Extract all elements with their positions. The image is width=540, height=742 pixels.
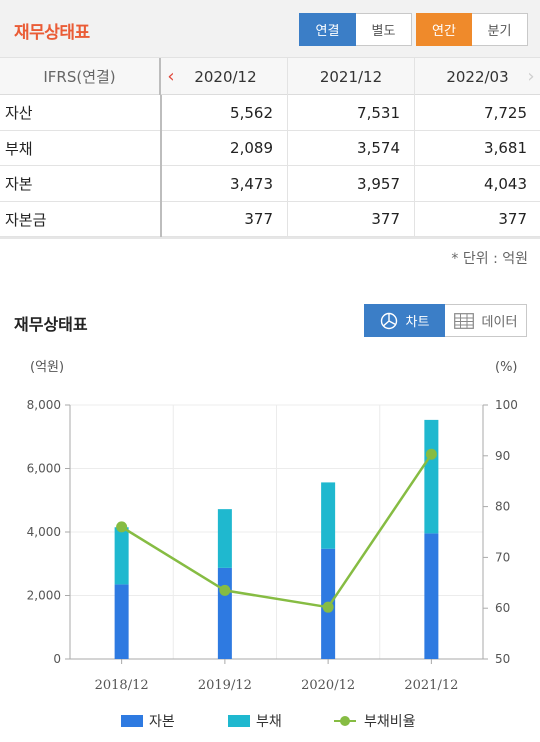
legend-label: 자본: [149, 714, 175, 730]
legend-swatch-liabilities: [228, 715, 250, 727]
legend-swatch-debt-ratio: [334, 715, 356, 727]
table-cell: 7,531: [288, 95, 415, 130]
column-divider: [160, 201, 162, 238]
right-axis-tick-label: 90: [495, 449, 510, 463]
pie-chart-icon: [380, 312, 398, 330]
column-header: 2020/12: [162, 58, 288, 95]
legend-item-debt-ratio[interactable]: 부채비율: [334, 711, 416, 731]
column-header: 2021/12: [288, 58, 415, 95]
left-axis-tick-label: 8,000: [27, 398, 61, 412]
table-cell: 377: [498, 210, 527, 228]
basis-toggle: 연결 별도: [299, 13, 412, 46]
page-title: 재무상태표: [14, 23, 90, 43]
left-axis-tick-label: 6,000: [27, 462, 61, 476]
table-row: 자본금 377 377 377: [0, 201, 540, 238]
table-cell: 3,681: [484, 139, 527, 157]
row-label: 자산: [5, 104, 33, 122]
table-cell: 2,089: [162, 130, 288, 166]
table-bottom-border: [0, 237, 540, 239]
legend-item-equity[interactable]: 자본: [121, 711, 175, 731]
row-label: 부채: [5, 139, 33, 158]
legend-label: 부채: [256, 714, 282, 730]
balance-sheet-chart: 0 2,000 4,000 6,000 8,000 50 60 70 80 90 100 (억원) (%…: [0, 350, 540, 742]
right-axis-tick-label: 70: [495, 550, 510, 564]
right-axis-tick-label: 100: [495, 398, 518, 412]
debt-ratio-point: [219, 584, 231, 596]
table-cell: 3,957: [288, 166, 415, 201]
legend-item-liabilities[interactable]: 부채: [228, 711, 282, 731]
chart-view-button[interactable]: 차트: [364, 304, 445, 337]
table-row: 자본 3,473 3,957 4,043: [0, 166, 540, 202]
legend-label: 부채비율: [364, 714, 416, 730]
row-label: 자본금: [5, 210, 47, 229]
debt-ratio-point: [322, 601, 334, 613]
column-header: 2022/03: [446, 67, 509, 86]
left-axis-tick-label: 0: [53, 652, 61, 666]
prev-period-arrow-icon[interactable]: ‹: [167, 66, 175, 87]
chart-canvas: 0 2,000 4,000 6,000 8,000 50 60 70 80 90 100 (억원) (%…: [27, 360, 518, 693]
chart-section-title: 재무상태표: [14, 315, 88, 334]
row-label: 자본: [5, 175, 33, 193]
left-axis-tick-label: 4,000: [27, 525, 61, 539]
table-cell: 3,473: [162, 166, 288, 201]
chart-view-label: 차트: [405, 315, 430, 330]
debt-ratio-point: [425, 448, 437, 460]
right-axis-unit: (%): [495, 360, 518, 375]
period-toggle: 연간 분기: [416, 13, 528, 46]
separate-button[interactable]: 별도: [356, 13, 412, 46]
debt-ratio-line: [120, 453, 433, 609]
bar-equity: [217, 567, 232, 659]
data-view-button[interactable]: 데이터: [445, 304, 527, 337]
column-divider: [160, 130, 162, 167]
ifrs-header: IFRS(연결): [0, 58, 161, 95]
right-axis-tick-label: 60: [495, 601, 510, 615]
table-cell: 377: [162, 201, 288, 237]
data-view-label: 데이터: [481, 315, 518, 330]
table-row: 자산 5,562 7,531 7,725: [0, 95, 540, 131]
x-axis-tick-label: 2020/12: [301, 678, 355, 693]
table-row: 부채 2,089 3,574 3,681: [0, 130, 540, 167]
column-divider: [160, 95, 162, 131]
bar-liabilities: [321, 482, 336, 549]
left-axis-tick-label: 2,000: [27, 589, 61, 603]
financial-table: IFRS(연결) 2020/12 2021/12 2022/03 ‹ › 자산 …: [0, 58, 540, 238]
annual-button[interactable]: 연간: [416, 13, 472, 46]
debt-ratio-point: [116, 521, 128, 533]
x-axis-tick-label: 2021/12: [404, 678, 458, 693]
bar-liabilities: [114, 527, 129, 585]
consolidated-button[interactable]: 연결: [299, 13, 356, 46]
column-divider: [160, 166, 162, 202]
view-toggle: 차트 데이터: [364, 304, 527, 337]
bar-equity: [114, 584, 129, 659]
header-bar: 재무상태표 연결 별도 연간 분기: [0, 0, 540, 58]
bar-liabilities: [217, 509, 232, 568]
legend-swatch-equity: [121, 715, 143, 727]
table-cell: 5,562: [162, 95, 288, 130]
right-axis-tick-label: 50: [495, 652, 510, 666]
x-axis-tick-label: 2019/12: [198, 678, 252, 693]
unit-note: * 단위 : 억원: [451, 251, 528, 267]
table-cell: 377: [288, 201, 415, 237]
table-cell: 3,574: [288, 130, 415, 166]
table-header-row: IFRS(연결) 2020/12 2021/12 2022/03 ‹ ›: [0, 58, 540, 95]
left-axis-unit: (억원): [30, 360, 64, 375]
bar-liabilities: [424, 419, 439, 534]
quarterly-button[interactable]: 분기: [472, 13, 528, 46]
right-axis-tick-label: 80: [495, 500, 510, 514]
table-cell: 7,725: [484, 103, 527, 122]
table-cell: 4,043: [484, 174, 527, 193]
bar-equity: [424, 533, 439, 659]
next-period-arrow-icon[interactable]: ›: [527, 66, 535, 87]
table-grid-icon: [453, 312, 474, 329]
x-axis-tick-label: 2018/12: [95, 678, 149, 693]
